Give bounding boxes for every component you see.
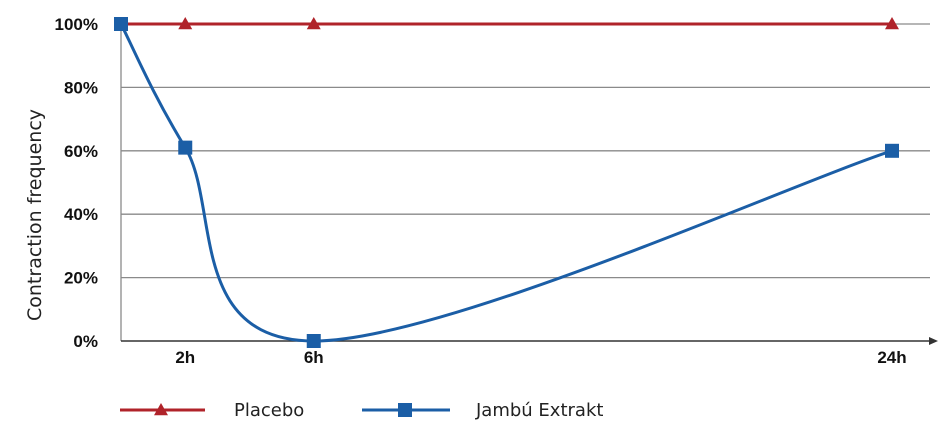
x-tick-label: 2h: [175, 348, 195, 367]
x-tick-label: 6h: [304, 348, 324, 367]
series-jamb-extrakt: [114, 17, 899, 348]
y-tick-labels: 0% 20% 40% 60% 80% 100%: [55, 15, 98, 351]
y-tick-label: 60%: [64, 142, 98, 161]
series-layer: [114, 17, 899, 348]
axes: [120, 20, 938, 345]
x-tick-labels: 2h 6h 24h: [175, 348, 906, 367]
y-tick-label: 40%: [64, 205, 98, 224]
legend: Placebo Jambú Extrakt: [120, 400, 603, 421]
y-tick-label: 20%: [64, 269, 98, 288]
y-tick-label: 100%: [55, 15, 98, 34]
data-point-marker: [885, 143, 899, 158]
legend-label: Jambú Extrakt: [475, 400, 603, 421]
legend-square-icon: [398, 403, 412, 417]
legend-item: Placebo: [120, 400, 304, 421]
data-point-marker: [178, 140, 193, 155]
data-point-marker: [114, 17, 128, 31]
legend-triangle-icon: [154, 403, 168, 416]
x-tick-label: 24h: [877, 348, 906, 367]
y-tick-label: 0%: [73, 332, 98, 351]
x-axis-arrow-icon: [929, 337, 938, 345]
data-point-marker: [178, 17, 193, 30]
data-point-marker: [885, 17, 899, 30]
data-point-marker: [306, 334, 321, 348]
legend-label: Placebo: [234, 400, 304, 421]
y-tick-label: 80%: [64, 78, 98, 97]
y-axis-label: Contraction frequency: [24, 109, 46, 321]
grid-lines: [121, 23, 930, 279]
series-placebo: [114, 17, 899, 30]
data-point-marker: [306, 17, 321, 30]
series-line: [119, 23, 893, 343]
legend-item: Jambú Extrakt: [362, 400, 603, 421]
